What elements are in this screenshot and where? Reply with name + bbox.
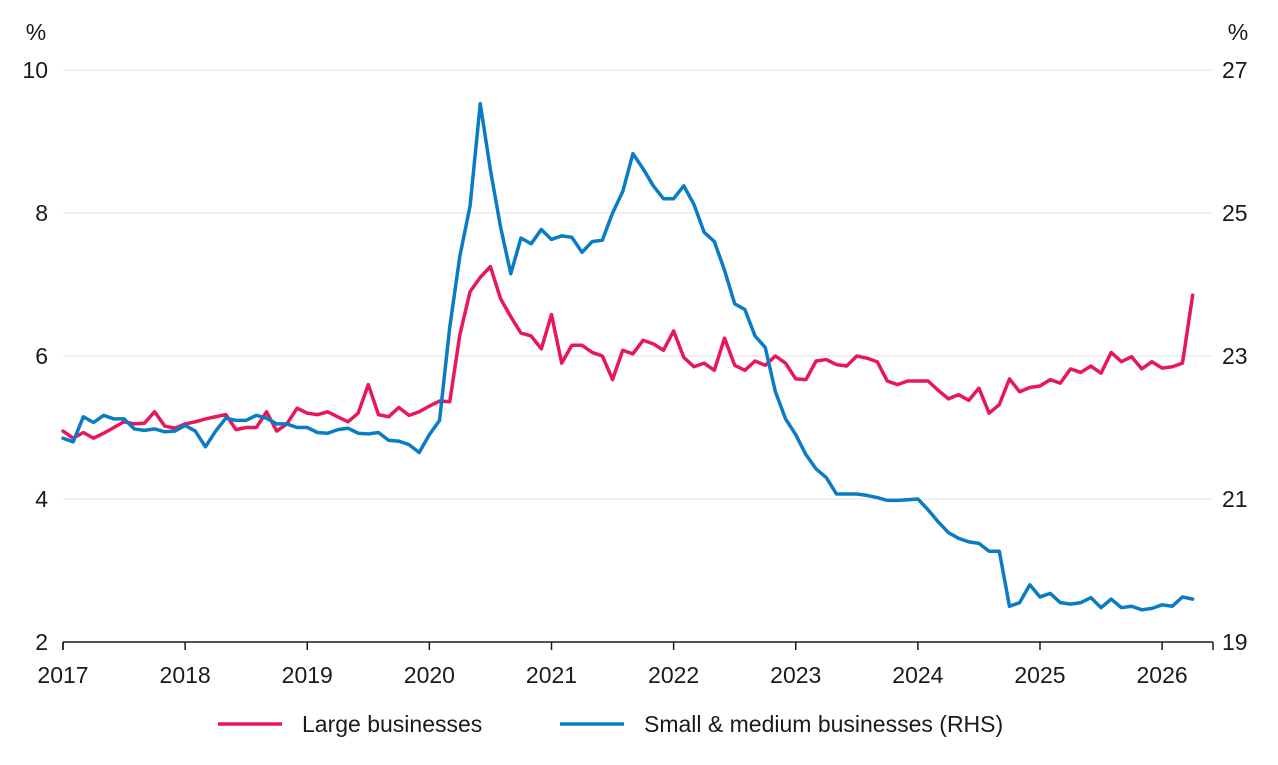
y-right-tick-label: 25 — [1222, 200, 1248, 226]
x-tick-label: 2025 — [1014, 662, 1065, 688]
x-tick-label: 2019 — [282, 662, 333, 688]
legend-label-large-businesses: Large businesses — [302, 711, 482, 737]
x-tick-label: 2020 — [404, 662, 455, 688]
x-axis-ticks: 2017 2018 2019 2020 2021 2022 2023 2024 2025 2026 — [37, 662, 1187, 688]
x-tick-label: 2022 — [648, 662, 699, 688]
x-tick-label: 2024 — [892, 662, 943, 688]
y-left-tick-label: 2 — [35, 629, 48, 655]
x-tick-label: 2026 — [1137, 662, 1188, 688]
y-right-tick-label: 27 — [1222, 57, 1248, 83]
y-right-tick-label: 21 — [1222, 486, 1248, 512]
right-axis-unit: % — [1228, 19, 1248, 45]
legend: Large businesses Small & medium business… — [218, 711, 1003, 737]
x-tick-label: 2023 — [770, 662, 821, 688]
series-lines — [61, 101, 1195, 612]
gridlines — [63, 69, 1213, 500]
series-line-large-businesses — [61, 264, 1195, 440]
x-tick-label: 2021 — [526, 662, 577, 688]
legend-label-small-medium-businesses: Small & medium businesses (RHS) — [644, 711, 1003, 737]
x-tick-label: 2017 — [37, 662, 88, 688]
y-right-tick-label: 23 — [1222, 343, 1248, 369]
left-axis-ticks: 2 4 6 8 10 — [22, 57, 48, 655]
right-axis-ticks: 19 21 23 25 27 — [1222, 57, 1248, 655]
axes — [62, 641, 1214, 650]
y-left-tick-label: 8 — [35, 200, 48, 226]
y-left-tick-label: 10 — [22, 57, 48, 83]
y-left-tick-label: 6 — [35, 343, 48, 369]
left-axis-unit: % — [26, 19, 46, 45]
y-right-tick-label: 19 — [1222, 629, 1248, 655]
series-line-small-medium-businesses — [61, 101, 1195, 612]
y-left-tick-label: 4 — [35, 486, 48, 512]
x-tick-label: 2018 — [160, 662, 211, 688]
